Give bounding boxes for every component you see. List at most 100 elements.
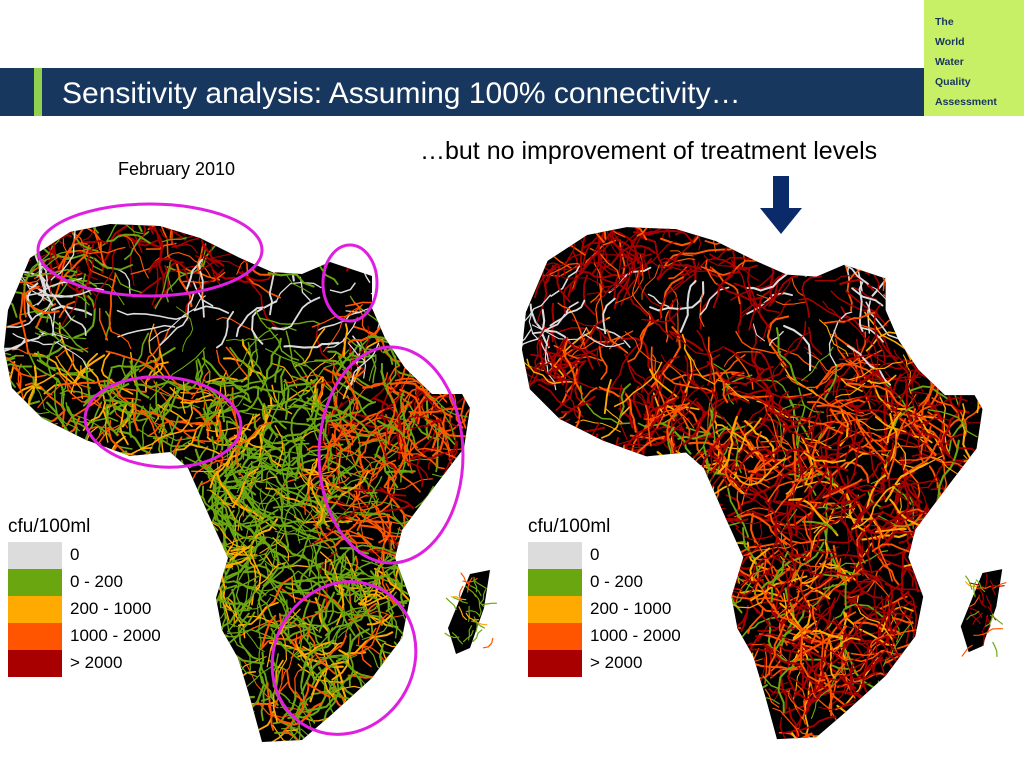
river-segment [640,230,694,244]
legend-right: cfu/100ml 0 0 - 200 200 - 1000 1000 - 20… [528,516,718,677]
river-segment [686,351,716,385]
river-segment [803,540,829,585]
river-segment [458,606,467,621]
river-segment [779,716,795,740]
river-segment [744,510,777,522]
river-segment [792,629,844,641]
river-segment [246,665,273,687]
river-segment [799,627,826,682]
river-segment [58,300,76,319]
river-segment [810,422,844,443]
river-segment [270,362,298,388]
river-segment [823,311,877,325]
river-segment [989,614,1004,625]
river-segment [800,418,844,435]
river-segment [34,331,87,340]
wwqa-logo: The World Water Quality Assessment [924,0,1024,116]
river-segment [742,527,759,573]
river-segment [804,450,814,493]
river-segment [624,393,637,433]
river-segment [230,651,265,665]
river-segment [563,369,581,422]
river-segment [788,397,810,438]
river-segment [798,297,851,319]
river-segment [989,580,996,596]
river-segment [835,338,861,378]
river-segment [46,340,65,408]
river-segment [847,590,868,619]
river-segment [941,433,963,453]
river-segment [562,370,622,391]
river-segment [541,308,550,349]
river-segment [266,451,282,475]
river-segment [779,403,825,415]
river-segment [622,445,628,474]
river-segment [289,234,299,277]
river-segment [259,531,286,554]
river-segment [829,611,857,638]
river-segment [814,470,861,505]
river-segment [307,457,318,494]
river-segment [31,344,65,358]
river-segment [766,315,790,367]
river-segment [662,397,698,442]
river-segment [734,448,774,473]
river-segment [972,581,977,598]
legend-swatch [528,623,582,650]
river-segment [752,323,765,342]
river-segment [872,647,889,675]
river-segment [841,635,899,645]
river-segment [931,397,960,422]
river-segment [32,382,45,410]
river-segment [985,595,992,611]
river-segment [465,610,481,617]
river-segment [473,579,487,590]
river-segment [285,330,312,385]
river-segment [905,403,925,446]
river-segment [750,652,756,701]
river-segment [992,641,998,658]
river-segment [813,673,846,678]
river-segment [843,452,875,471]
river-segment [823,376,839,402]
river-segment [771,609,805,655]
river-segment [586,277,626,295]
river-segment [34,352,77,386]
river-segment [810,666,846,719]
river-segment [938,394,951,455]
river-segment [775,500,813,547]
river-segment [670,333,725,356]
river-segment [571,227,605,243]
river-segment [473,616,478,632]
river-segment [641,264,660,300]
river-segment [640,314,652,342]
river-segment [548,349,573,372]
river-segment [923,510,955,551]
river-segment [838,558,848,585]
river-segment [58,322,95,383]
river-segment [256,385,279,438]
river-segment [598,345,608,380]
river-segment [973,631,989,636]
river-segment [247,349,258,391]
legend-swatch [528,650,582,677]
river-segment [829,408,850,430]
river-segment [245,515,284,528]
river-segment [344,240,354,272]
river-segment [843,611,879,652]
river-segment [742,538,779,597]
river-segment [250,460,284,515]
river-segment [755,595,800,602]
river-segment [460,572,471,586]
river-segment [857,656,884,679]
river-segment [860,529,874,574]
river-segment [272,537,290,562]
river-segment [739,519,767,525]
river-segment [386,470,416,473]
river-segment [52,310,57,338]
river-segment [877,439,930,452]
river-segment [845,603,886,620]
river-segment [884,462,929,503]
river-segment [764,483,796,518]
river-segment [905,372,920,395]
